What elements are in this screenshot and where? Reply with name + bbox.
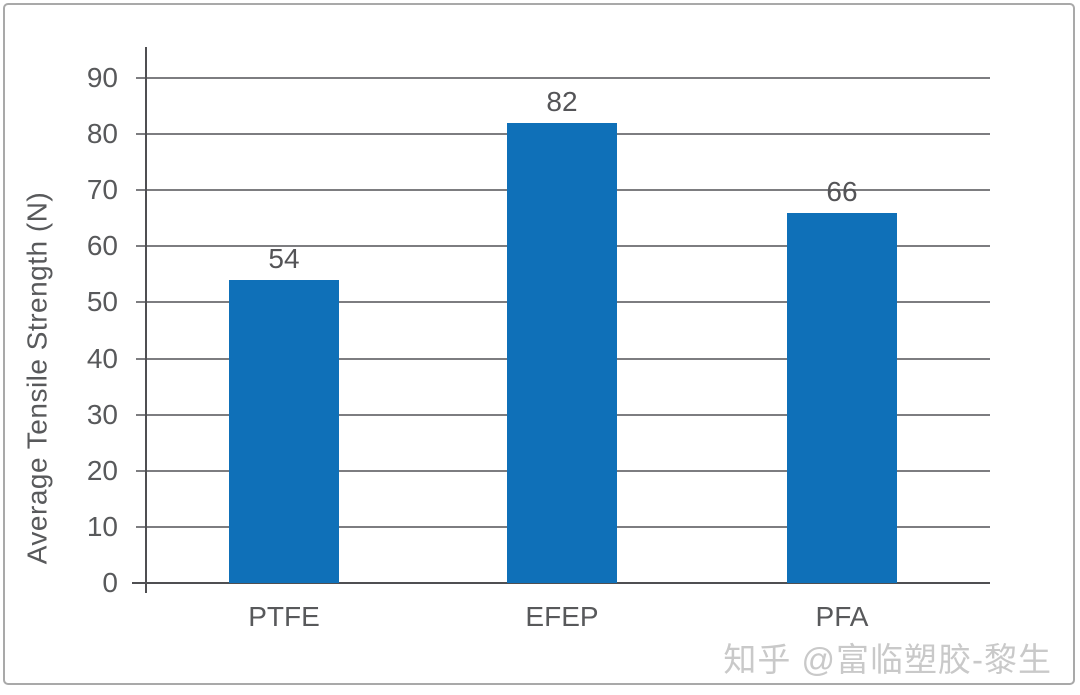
category-label-ptfe: PTFE [248, 601, 320, 632]
y-tick-label-0: 0 [102, 567, 118, 598]
category-label-pfa: PFA [815, 601, 869, 632]
bar-pfa [787, 212, 897, 583]
value-label-ptfe: 54 [268, 243, 300, 274]
watermark: 知乎 @富临塑胶-黎生 [723, 641, 1052, 678]
y-tick-label-90: 90 [86, 62, 118, 93]
y-tick-label-80: 80 [86, 118, 118, 150]
y-tick-label-50: 50 [86, 286, 118, 318]
y-tick-label-60: 60 [86, 230, 118, 262]
y-tick-label-10: 10 [86, 510, 118, 542]
plot-area [132, 47, 990, 593]
gridline-90 [136, 77, 990, 79]
y-tick-label-70: 70 [86, 174, 118, 206]
y-tick-label-20: 20 [86, 454, 118, 486]
bar-efep [507, 122, 617, 583]
value-label-pfa: 66 [826, 175, 858, 207]
x-axis-line [132, 582, 990, 584]
y-tick-label-30: 30 [86, 398, 118, 430]
value-label-efep: 82 [546, 85, 578, 117]
category-label-efep: EFEP [525, 601, 599, 632]
bar-ptfe [229, 280, 339, 583]
y-axis-line [145, 47, 147, 593]
y-tick-label-40: 40 [86, 342, 118, 374]
